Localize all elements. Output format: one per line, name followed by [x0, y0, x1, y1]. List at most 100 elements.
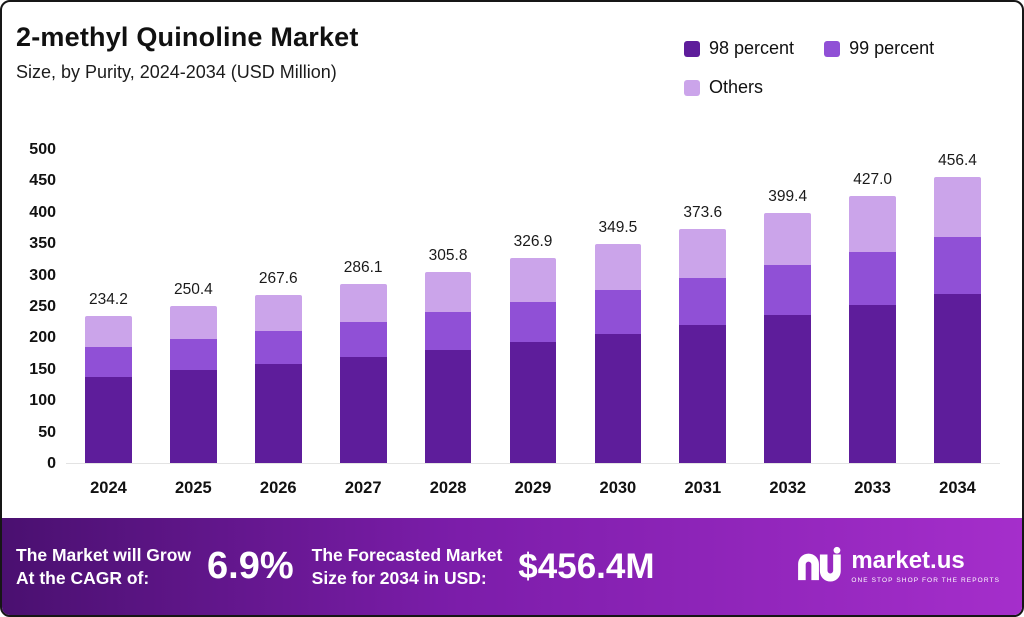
- bar-segment-99-percent: [849, 252, 896, 306]
- bar-total-label: 305.8: [428, 246, 468, 264]
- bar-column: 305.8 2028: [406, 150, 491, 497]
- legend-label: 99 percent: [849, 38, 935, 58]
- brand-logo: market.us ONE STOP SHOP FOR THE REPORTS: [795, 546, 1000, 587]
- x-axis-label: 2030: [599, 479, 637, 497]
- stacked-bar: [849, 195, 896, 463]
- x-axis-label: 2033: [854, 479, 891, 497]
- bar-segment-others: [424, 271, 472, 313]
- bar-total-label: 399.4: [768, 187, 808, 205]
- bar-segment-others: [170, 306, 217, 340]
- bar-segment-98-percent: [679, 325, 727, 463]
- x-axis-label: 2031: [684, 479, 722, 497]
- bar-column: 456.4 2034: [915, 150, 1000, 497]
- bar-total-label: 286.1: [343, 258, 383, 276]
- bar-segment-98-percent: [85, 376, 132, 463]
- y-axis: 0 50 100 150 200 250 300 350 400 450 500: [16, 141, 66, 472]
- forecast-label-line2: Size for 2034 in USD:: [311, 567, 487, 588]
- chart-legend: 98 percent 99 percent Others: [684, 38, 994, 98]
- bar-segment-98-percent: [339, 357, 387, 463]
- brand-text: market.us ONE STOP SHOP FOR THE REPORTS: [851, 549, 1000, 585]
- bar-total-label: 456.4: [938, 152, 977, 170]
- stacked-bar: [339, 283, 387, 463]
- y-tick-label: 50: [38, 423, 56, 441]
- bar-segment-others: [339, 283, 387, 322]
- bar-segment-98-percent: [170, 370, 217, 463]
- stacked-bar: [424, 271, 472, 463]
- y-tick-label: 100: [29, 392, 56, 410]
- stacked-bar: [170, 306, 217, 463]
- bar-segment-99-percent: [339, 321, 387, 358]
- forecast-label-line1: The Forecasted Market: [311, 544, 503, 565]
- bar-segment-99-percent: [424, 312, 472, 351]
- footer-banner: The Market will Grow At the CAGR of: 6.9…: [2, 518, 1022, 615]
- bar-segment-others: [849, 195, 896, 253]
- bar-segment-others: [934, 177, 981, 238]
- bar-segment-99-percent: [254, 330, 302, 365]
- chart-subtitle: Size, by Purity, 2024-2034 (USD Million): [16, 62, 337, 82]
- x-axis-label: 2032: [769, 479, 807, 497]
- stacked-bar: [934, 177, 981, 463]
- stacked-bar: [85, 316, 132, 463]
- bar-column: 326.9 2029: [491, 150, 576, 497]
- bar-column: 250.4 2025: [151, 150, 236, 497]
- bar-segment-98-percent: [509, 342, 557, 463]
- bar-segment-others: [254, 295, 302, 331]
- bar-segment-98-percent: [254, 364, 302, 463]
- chart-title: 2-methyl Quinoline Market: [16, 22, 359, 52]
- legend-label: Others: [709, 77, 764, 97]
- market-us-logo-icon: [795, 546, 842, 587]
- bar-column: 286.1 2027: [321, 150, 406, 497]
- x-axis-label: 2028: [429, 479, 467, 497]
- legend-item: 98 percent: [684, 38, 794, 59]
- y-tick-label: 150: [29, 360, 56, 378]
- y-tick-label: 200: [29, 329, 56, 347]
- y-tick-label: 300: [29, 266, 56, 284]
- bar-column: 399.4 2032: [745, 150, 830, 497]
- bar-segment-99-percent: [764, 265, 812, 316]
- x-axis-label: 2024: [90, 479, 127, 497]
- brand-tagline: ONE STOP SHOP FOR THE REPORTS: [851, 577, 1000, 584]
- bar-total-label: 250.4: [173, 281, 213, 299]
- bar-total-label: 234.2: [89, 291, 128, 309]
- stacked-bar: [509, 258, 557, 463]
- bar-segment-others: [509, 258, 557, 302]
- bar-total-label: 373.6: [683, 204, 723, 222]
- bar-segment-99-percent: [934, 237, 981, 294]
- x-axis-label: 2025: [175, 479, 212, 497]
- bar-segment-99-percent: [170, 339, 217, 371]
- bar-segment-others: [764, 212, 812, 266]
- plot-area: 234.2 2024 250.4 2025 267.6 2026 286.1 2027 305.…: [66, 150, 1000, 497]
- cagr-label: The Market will Grow At the CAGR of:: [16, 544, 191, 590]
- y-tick-label: 0: [47, 455, 56, 472]
- bar-total-label: 326.9: [513, 233, 553, 251]
- bar-segment-98-percent: [424, 350, 472, 463]
- chart-area: 0 50 100 150 200 250 300 350 400 450 500 234.2 2024…: [16, 141, 1000, 497]
- bar-segment-others: [679, 229, 727, 279]
- y-tick-label: 400: [29, 203, 56, 221]
- bar-segment-99-percent: [594, 290, 642, 335]
- x-axis-label: 2027: [344, 479, 382, 497]
- stacked-bar: [679, 229, 727, 463]
- bar-segment-99-percent: [85, 347, 132, 377]
- bar-segment-98-percent: [764, 315, 812, 463]
- legend-swatch-icon: [684, 79, 700, 96]
- chart-header: 2-methyl Quinoline Market Size, by Purit…: [16, 22, 359, 83]
- bar-segment-99-percent: [679, 278, 727, 326]
- bar-total-label: 349.5: [598, 219, 638, 237]
- forecast-value: $456.4M: [518, 546, 655, 586]
- cagr-value: 6.9%: [207, 545, 294, 587]
- x-axis-label: 2034: [939, 479, 976, 497]
- bar-column: 349.5 2030: [575, 150, 660, 497]
- bar-column: 427.0 2033: [830, 150, 915, 497]
- bar-column: 267.6 2026: [236, 150, 321, 497]
- bar-segment-98-percent: [849, 305, 896, 463]
- bar-segment-98-percent: [934, 293, 981, 463]
- y-tick-label: 250: [29, 298, 56, 315]
- bar-segment-99-percent: [509, 301, 557, 343]
- x-axis-label: 2029: [514, 479, 552, 497]
- bar-column: 373.6 2031: [660, 150, 745, 497]
- y-tick-label: 450: [29, 172, 56, 190]
- stacked-bar: [594, 244, 642, 463]
- stacked-bar: [764, 212, 812, 463]
